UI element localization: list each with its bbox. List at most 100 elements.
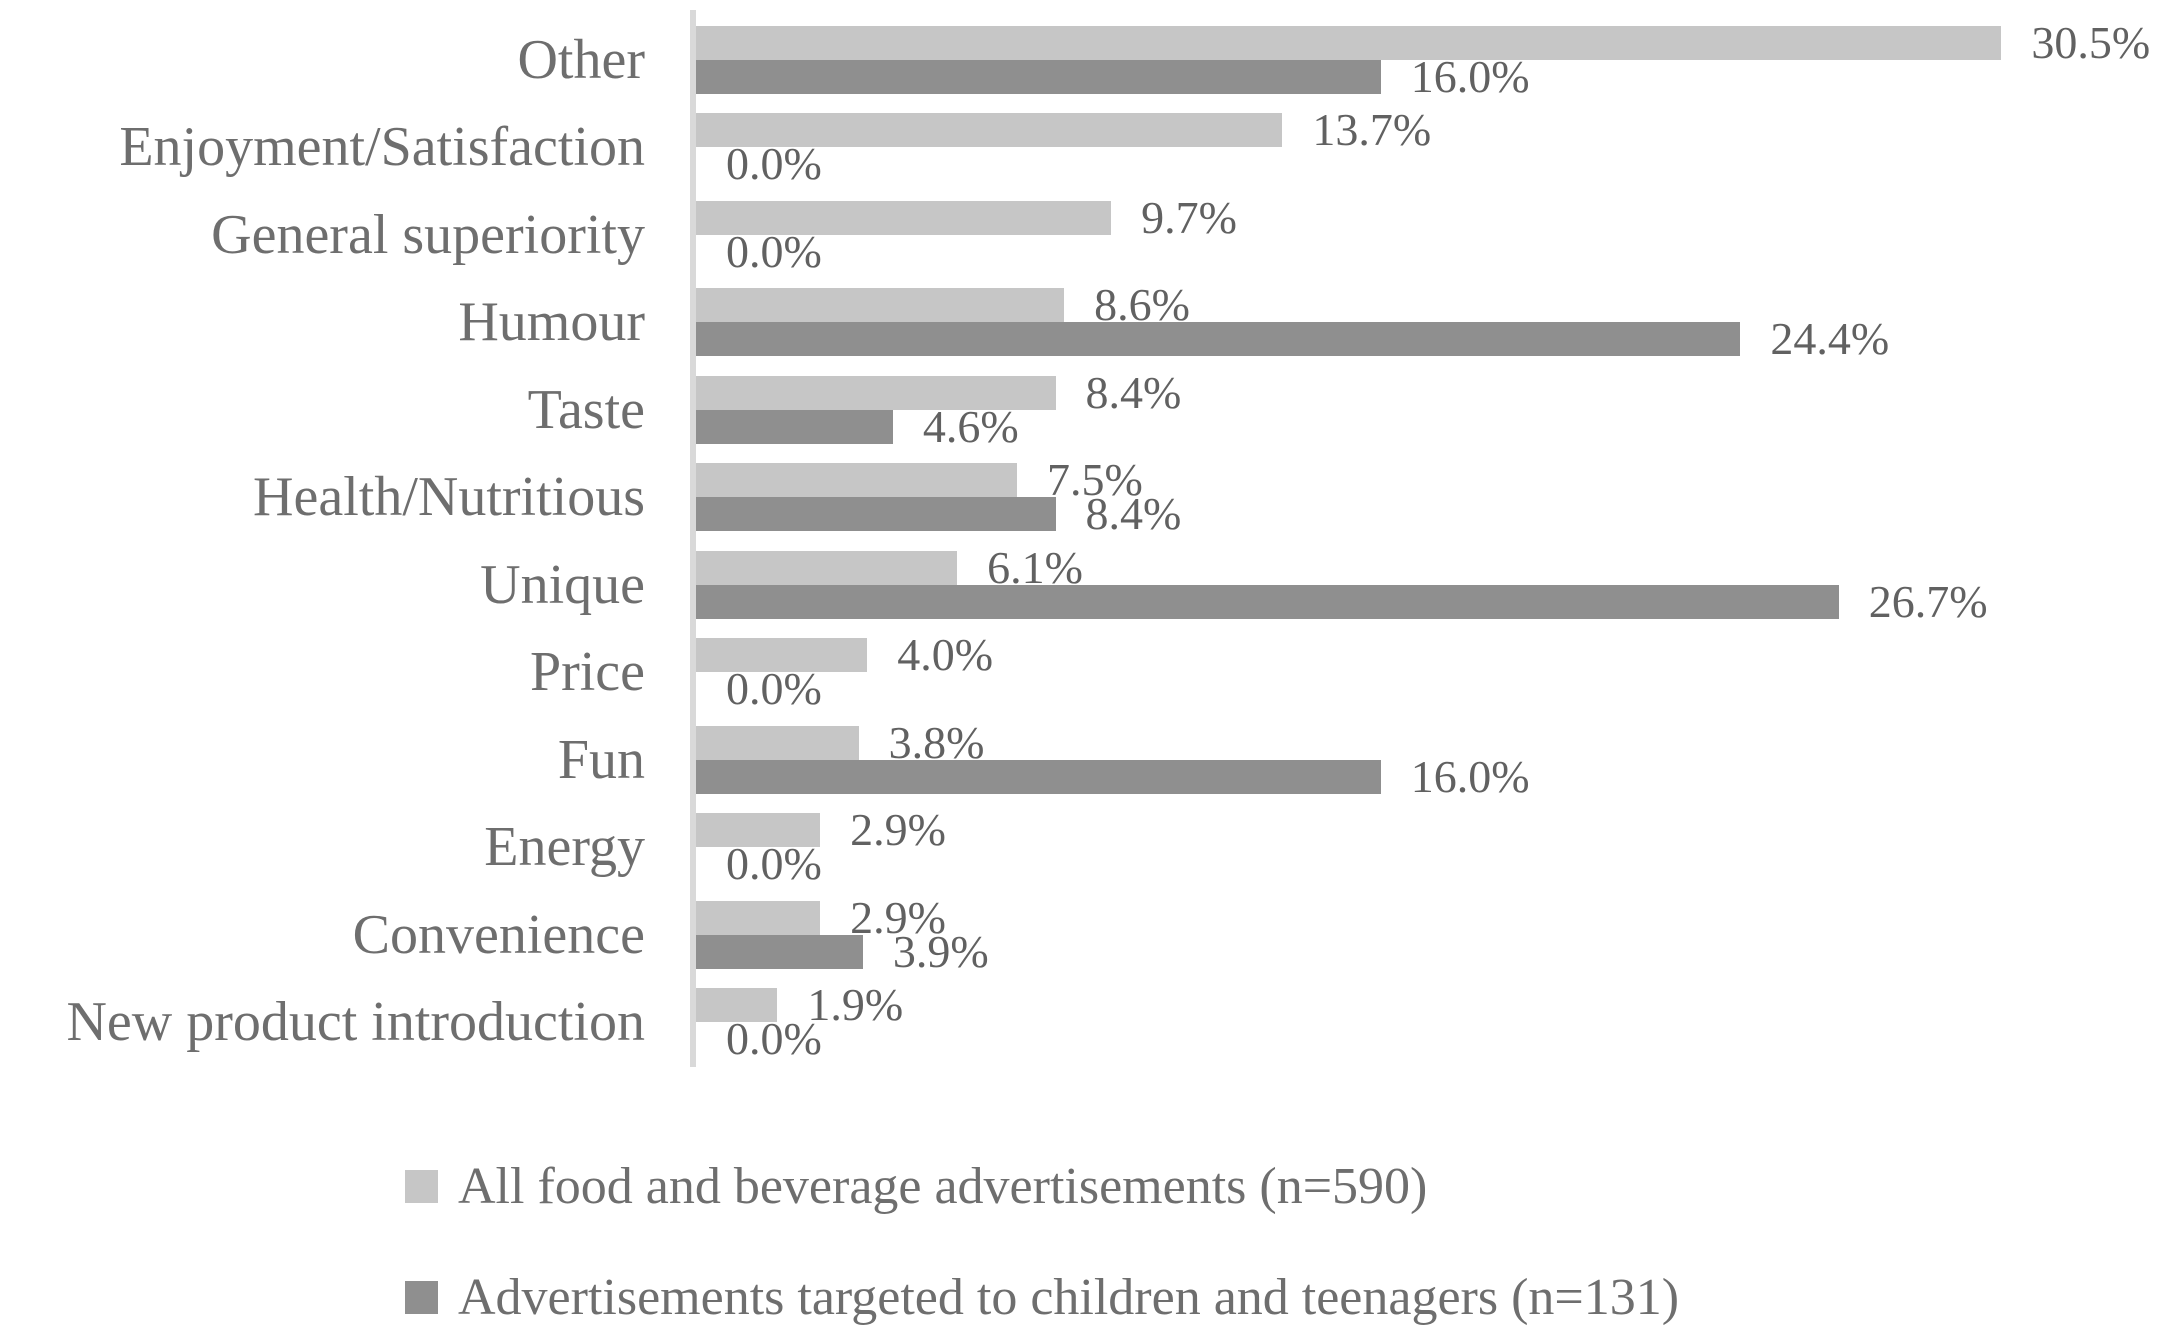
category-label: Price — [529, 641, 645, 704]
bar-line-child-targeted: 26.7% — [696, 578, 1988, 624]
bar-value-label-child-targeted: 0.0% — [726, 838, 822, 890]
bar-line-child-targeted: 16.0% — [696, 753, 1530, 799]
bar-line-child-targeted: 4.6% — [696, 403, 1181, 449]
category-row: Enjoyment/Satisfaction 13.7% 0.0% — [0, 104, 2174, 192]
category-label: New product introduction — [66, 991, 645, 1054]
category-bar-group: 7.5% 8.4% — [696, 457, 1181, 537]
bar-line-child-targeted: 0.0% — [696, 228, 1237, 274]
bar-child-teen-targeted-ads — [696, 409, 893, 444]
bar-value-label-all-ads: 8.4% — [1085, 366, 1182, 418]
category-row: Convenience 2.9% 3.9% — [0, 891, 2174, 979]
bar-value-label-child-targeted: 16.0% — [1410, 50, 1530, 102]
category-label: Unique — [480, 553, 645, 616]
bar-line-all-ads: 3.8% — [696, 719, 1530, 765]
bar-value-label-all-ads: 6.1% — [987, 541, 1083, 593]
bar-value-label-child-targeted: 26.7% — [1868, 575, 1988, 627]
bar-value-label-child-targeted: 8.4% — [1085, 488, 1182, 540]
chart-plot-area: Other 30.5% 16.0% Enjoyment/Satisfaction… — [0, 10, 2174, 1067]
bar-value-label-child-targeted: 0.0% — [726, 663, 822, 715]
legend-item: Advertisements targeted to children and … — [405, 1269, 1679, 1326]
bar-value-label-child-targeted: 0.0% — [726, 1013, 822, 1065]
bar-line-all-ads: 30.5% — [696, 19, 2150, 65]
bar-all-food-beverage-ads — [696, 638, 868, 673]
legend-swatch-icon — [405, 1281, 438, 1315]
category-label: Health/Nutritious — [253, 466, 645, 529]
bar-value-label-all-ads: 4.0% — [897, 629, 994, 681]
bar-all-food-beverage-ads — [696, 463, 1017, 498]
category-row: Humour 8.6% 24.4% — [0, 279, 2174, 367]
y-axis-line — [690, 10, 696, 1067]
category-row: Fun 3.8% 16.0% — [0, 716, 2174, 804]
bar-value-label-all-ads: 3.8% — [888, 716, 985, 768]
category-label: General superiority — [211, 203, 645, 266]
legend-label: Advertisements targeted to children and … — [458, 1269, 1680, 1327]
bar-all-food-beverage-ads — [696, 988, 778, 1023]
bar-line-all-ads: 2.9% — [696, 894, 989, 940]
bar-value-label-all-ads: 1.9% — [807, 979, 904, 1031]
category-row: Other 30.5% 16.0% — [0, 16, 2174, 104]
bar-value-label-all-ads: 2.9% — [850, 891, 946, 943]
bar-line-all-ads: 7.5% — [696, 457, 1181, 503]
bar-all-food-beverage-ads — [696, 900, 821, 935]
category-bar-group: 3.8% 16.0% — [696, 719, 1530, 799]
bar-value-label-all-ads: 2.9% — [850, 804, 946, 856]
bar-line-all-ads: 6.1% — [696, 544, 1988, 590]
category-row: Energy 2.9% 0.0% — [0, 804, 2174, 892]
category-label: Convenience — [352, 903, 645, 966]
bar-child-teen-targeted-ads — [696, 59, 1381, 94]
category-bar-group: 30.5% 16.0% — [696, 19, 2150, 99]
bar-line-child-targeted: 8.4% — [696, 491, 1181, 537]
bar-child-teen-targeted-ads — [696, 759, 1381, 794]
bar-value-label-child-targeted: 24.4% — [1770, 313, 1890, 365]
bar-all-food-beverage-ads — [696, 288, 1065, 323]
bar-all-food-beverage-ads — [696, 550, 958, 585]
bar-all-food-beverage-ads — [696, 200, 1112, 235]
bar-value-label-all-ads: 7.5% — [1047, 454, 1143, 506]
legend-item: All food and beverage advertisements (n=… — [405, 1158, 1679, 1215]
category-bar-group: 8.6% 24.4% — [696, 282, 1889, 362]
bar-all-food-beverage-ads — [696, 813, 821, 848]
category-label: Humour — [458, 291, 645, 354]
bar-line-all-ads: 8.4% — [696, 369, 1181, 415]
bar-value-label-all-ads: 8.6% — [1094, 279, 1190, 331]
bar-line-child-targeted: 0.0% — [696, 841, 946, 887]
bar-value-label-all-ads: 13.7% — [1312, 104, 1432, 156]
bar-line-all-ads: 4.0% — [696, 632, 993, 678]
category-bar-group: 4.0% 0.0% — [696, 632, 993, 712]
bar-child-teen-targeted-ads — [696, 497, 1056, 532]
category-bar-group: 1.9% 0.0% — [696, 982, 903, 1062]
category-row: Taste 8.4% 4.6% — [0, 366, 2174, 454]
legend: All food and beverage advertisements (n=… — [405, 1158, 1679, 1326]
bar-child-teen-targeted-ads — [696, 322, 1741, 357]
category-bar-group: 8.4% 4.6% — [696, 369, 1181, 449]
category-rows: Other 30.5% 16.0% Enjoyment/Satisfaction… — [0, 16, 2174, 1066]
bar-all-food-beverage-ads — [696, 113, 1283, 148]
bar-line-all-ads: 1.9% — [696, 982, 903, 1028]
category-label: Energy — [484, 816, 645, 879]
bar-value-label-child-targeted: 0.0% — [726, 225, 822, 277]
bar-value-label-all-ads: 9.7% — [1141, 191, 1237, 243]
bar-line-all-ads: 2.9% — [696, 807, 946, 853]
bar-all-food-beverage-ads — [696, 725, 859, 760]
bar-all-food-beverage-ads — [696, 25, 2002, 60]
bar-value-label-child-targeted: 0.0% — [726, 138, 822, 190]
legend-label: All food and beverage advertisements (n=… — [458, 1158, 1428, 1215]
category-bar-group: 13.7% 0.0% — [696, 107, 1431, 187]
category-bar-group: 2.9% 3.9% — [696, 894, 989, 974]
bar-line-child-targeted: 3.9% — [696, 928, 989, 974]
bar-line-child-targeted: 0.0% — [696, 666, 993, 712]
category-bar-group: 2.9% 0.0% — [696, 807, 946, 887]
bar-line-all-ads: 9.7% — [696, 194, 1237, 240]
category-row: Unique 6.1% 26.7% — [0, 541, 2174, 629]
category-label: Fun — [557, 728, 645, 791]
bar-line-child-targeted: 24.4% — [696, 316, 1889, 362]
bar-value-label-child-targeted: 4.6% — [922, 400, 1019, 452]
category-label: Enjoyment/Satisfaction — [119, 116, 645, 179]
bar-line-child-targeted: 16.0% — [696, 53, 2150, 99]
category-row: Health/Nutritious 7.5% 8.4% — [0, 454, 2174, 542]
category-row: Price 4.0% 0.0% — [0, 629, 2174, 717]
bar-value-label-all-ads: 30.5% — [2031, 16, 2151, 68]
category-label: Taste — [527, 378, 645, 441]
bar-value-label-child-targeted: 3.9% — [892, 925, 989, 977]
